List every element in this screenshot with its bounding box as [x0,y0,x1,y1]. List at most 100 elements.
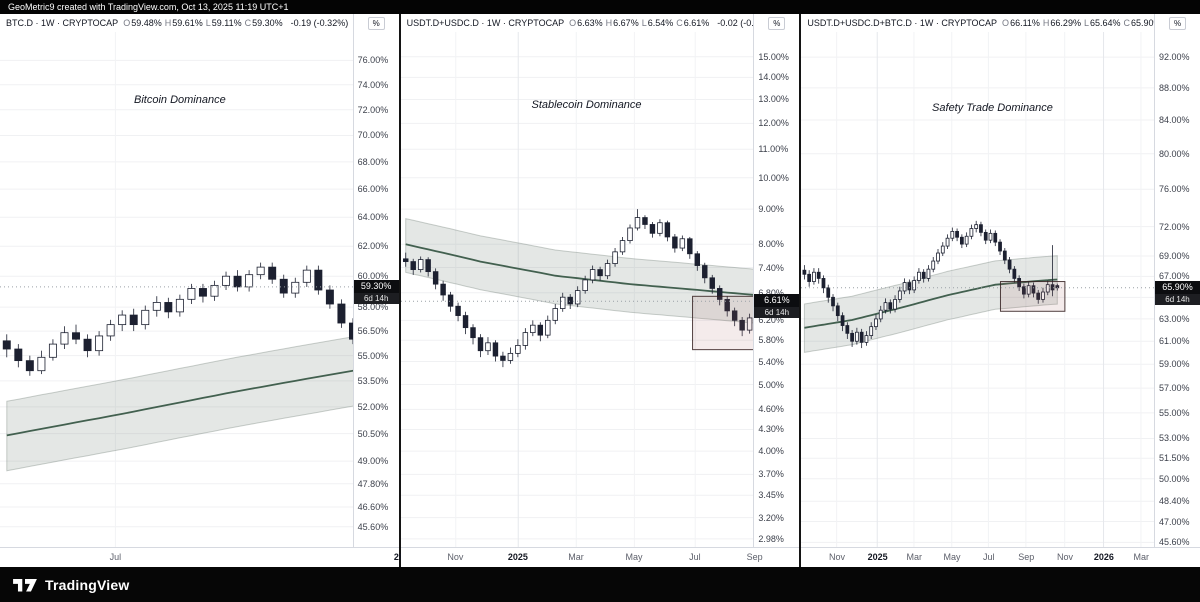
price-tick: 72.00% [357,104,389,115]
percent-scale-button[interactable]: % [367,16,385,30]
price-tick: 58.00% [357,302,389,313]
candle-body [1041,291,1046,300]
candle-body [507,352,513,361]
price-tick: 3.45% [758,490,784,501]
ohlc-key: H [605,18,613,28]
candle-body [314,269,323,291]
price-tick: 60.00% [357,271,389,282]
ohlc-value: 65.64% [1089,18,1121,28]
candle-body [152,302,161,311]
candlestick-chart[interactable] [801,32,1155,547]
price-tick: 4.00% [758,446,784,457]
plot-area[interactable]: Bitcoin Dominance [0,32,353,547]
plot-area[interactable]: Safety Trade Dominance [801,32,1155,547]
price-tick: 57.00% [1159,383,1190,394]
candle-body [701,265,708,279]
price-tick: 63.00% [1159,313,1190,324]
plot-area[interactable]: Stablecoin Dominance [400,32,754,547]
percent-scale-button[interactable]: % [768,16,786,30]
tradingview-wordmark[interactable]: TradingView [45,576,130,593]
candle-body [1036,292,1041,300]
symbol-title[interactable]: USDT.D+USDC.D · 1W · CRYPTOCAP [406,18,565,28]
candle-body [25,360,34,372]
candle-body [612,251,618,264]
candlestick-chart[interactable] [0,32,353,547]
chart-legend: USDT.D+USDC.D · 1W · CRYPTOCAP O6.63% H6.… [401,14,754,32]
candle-body [709,277,715,289]
price-axis[interactable]: 15.00% 14.00% 13.00% 12.00% 11.00% 10.00% 9.00… [753,32,800,547]
ma-line [405,243,754,296]
ohlc-key: C [676,18,683,28]
highlight-box[interactable] [691,295,754,351]
price-axis[interactable]: 76.00% 74.00% 72.00% 70.00% 68.00% 66.00% 64.0… [352,32,399,547]
last-price-value: 59.30% [353,279,399,293]
candle-body [626,227,633,242]
price-tick: 92.00% [1159,52,1190,63]
candle-body [118,314,127,326]
price-tick: 5.80% [758,335,784,346]
candle-body [960,236,965,245]
price-tick: 56.50% [357,326,389,337]
time-axis[interactable]: Jul2025Jul2026 [0,547,985,567]
candle-body [477,337,483,352]
symbol-title[interactable]: USDT.D+USDC.D+BTC.D · 1W · CRYPTOCAP [807,18,998,28]
candle-body [325,289,334,305]
chart-panel-safety-trade-dominance: USDT.D+USDC.D+BTC.D · 1W · CRYPTOCAP O66… [799,14,1200,567]
candle-body [903,282,907,292]
time-tick: Nov [1057,552,1074,562]
price-tick: 5.40% [758,356,784,367]
candle-body [926,268,931,279]
last-price-value: 65.90% [1155,280,1200,294]
candle-body [14,348,23,362]
last-price-value: 6.61% [754,294,800,308]
candle-body [731,310,738,321]
price-tick: 2.98% [758,533,784,544]
candle-body [2,340,11,350]
candle-body [883,302,888,311]
price-tick: 69.00% [1159,251,1190,262]
candle-body [802,269,807,275]
chart-title-annotation: Safety Trade Dominance [932,102,1053,115]
time-tick: 2025 [867,552,888,562]
bar-countdown: 6d 14h [353,292,399,304]
candle-body [256,266,265,276]
candle-body [988,232,993,241]
candle-body [936,252,941,262]
candle-body [499,355,506,361]
price-tick: 45.60% [357,521,389,532]
price-tick: 14.00% [758,72,789,83]
chart-title-annotation: Stablecoin Dominance [531,99,642,112]
price-axis[interactable]: 92.00% 88.00% 84.00% 80.00% 76.00% 72.00% 69.0… [1154,32,1200,547]
time-tick: Nov [447,552,464,562]
price-tick: 6.80% [758,287,784,298]
ohlc-key: O [123,18,131,28]
candle-body [931,260,936,270]
percent-scale-button[interactable]: % [1168,16,1187,30]
candle-body [869,326,874,336]
candlestick-chart[interactable] [400,32,754,547]
highlight-box[interactable] [1000,281,1066,312]
price-tick: 67.00% [1159,271,1190,282]
candle-body [879,309,883,320]
time-tick: Mar [906,552,923,562]
candle-body [664,222,670,238]
price-tick: 15.00% [758,51,789,62]
price-tick: 61.00% [1159,336,1190,347]
chart-legend: USDT.D+USDC.D+BTC.D · 1W · CRYPTOCAP O66… [801,14,1154,32]
ohlc-key: L [205,18,211,28]
ohlc-key: O [569,18,577,28]
tradingview-logo-icon[interactable] [12,575,38,595]
change-value: -0.02 (-0.31%) [717,18,754,28]
candle-body [724,299,730,312]
candle-body [222,275,231,286]
price-tick: 8.00% [758,239,784,250]
candle-body [522,332,528,346]
symbol-title[interactable]: BTC.D · 1W · CRYPTOCAP [6,18,119,28]
time-tick: 2026 [1093,552,1114,562]
price-tick: 76.00% [357,55,389,66]
candle-body [671,236,678,249]
candle-body [410,261,416,270]
price-tick: 7.40% [758,262,784,273]
